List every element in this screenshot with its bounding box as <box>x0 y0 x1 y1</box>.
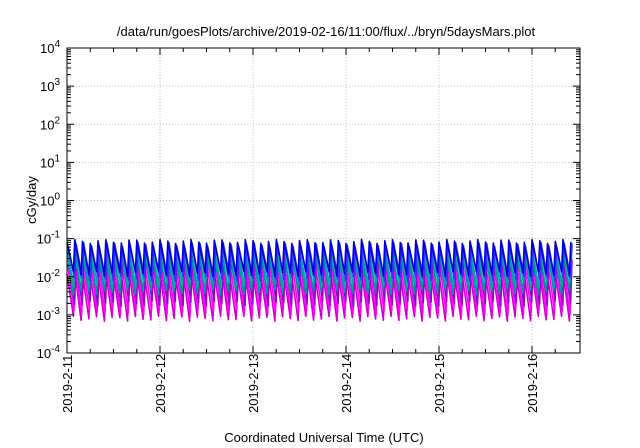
y-tick-label: 10-3 <box>37 306 61 323</box>
chart-title: /data/run/goesPlots/archive/2019-02-16/1… <box>117 24 536 39</box>
y-tick-label: 10-4 <box>37 344 61 361</box>
y-tick-label: 100 <box>40 192 60 209</box>
x-tick-label: 2019-2-16 <box>525 354 540 413</box>
x-tick-label: 2019-2-15 <box>432 354 447 413</box>
series-group <box>66 238 573 323</box>
y-tick-label: 10-1 <box>37 230 61 247</box>
x-tick-label: 2019-2-13 <box>246 354 261 413</box>
series-line-7 <box>66 238 572 278</box>
y-axis: 10-4 10-3 10-2 10-1 100 101 102 103 104 <box>37 39 580 361</box>
x-axis-label: Coordinated Universal Time (UTC) <box>224 430 423 445</box>
x-tick-label: 2019-2-11 <box>60 355 75 413</box>
x-tick-label: 2019-2-14 <box>339 354 354 413</box>
y-tick-label: 10-2 <box>37 268 61 285</box>
y-tick-label: 101 <box>40 153 60 170</box>
y-tick-label: 103 <box>40 77 60 94</box>
x-tick-label: 2019-2-12 <box>153 354 168 413</box>
y-tick-label: 104 <box>40 39 60 56</box>
y-axis-label: cGy/day <box>24 176 39 224</box>
y-tick-label: 102 <box>40 115 60 132</box>
x-axis: 2019-2-11 2019-2-12 2019-2-13 2019-2-14 2019… <box>60 48 556 413</box>
